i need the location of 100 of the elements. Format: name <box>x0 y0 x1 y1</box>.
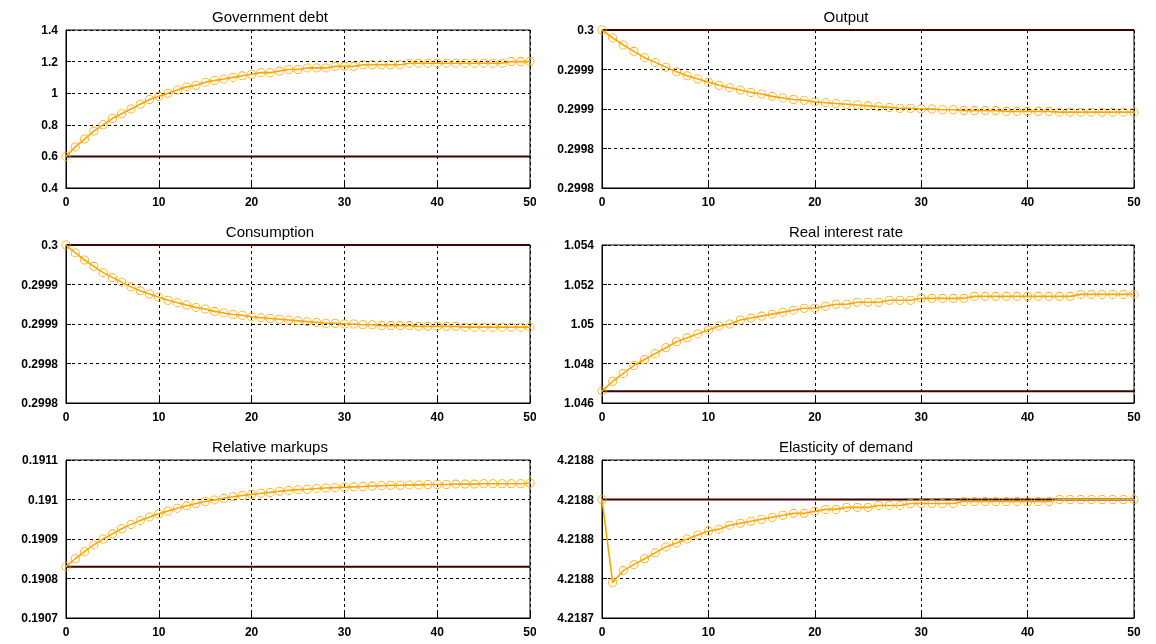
x-tick-label: 0 <box>598 625 606 639</box>
point <box>852 297 862 307</box>
x-tick-label: 20 <box>808 625 822 639</box>
point <box>107 272 117 282</box>
point <box>852 502 862 512</box>
point <box>339 482 349 492</box>
point <box>608 376 618 386</box>
point <box>874 297 884 307</box>
point <box>906 295 916 305</box>
y-tick-label: 1.048 <box>563 356 595 371</box>
point <box>441 321 451 331</box>
point <box>479 479 489 489</box>
y-tick-label: 4.2188 <box>557 571 595 586</box>
point <box>884 295 894 305</box>
point <box>432 321 442 331</box>
point <box>820 98 830 108</box>
y-tick-label: 4.2188 <box>557 453 595 467</box>
point <box>107 529 117 539</box>
point <box>1108 289 1118 299</box>
point <box>842 99 852 109</box>
point <box>927 498 937 508</box>
x-tick-label: 0 <box>62 625 70 639</box>
point <box>349 61 359 71</box>
point <box>842 299 852 309</box>
x-tick-label: 30 <box>914 410 929 424</box>
y-tick-label: 0.1908 <box>21 571 59 586</box>
point <box>441 479 451 489</box>
point <box>386 60 396 70</box>
point <box>969 496 979 506</box>
chart-title: Government debt <box>212 8 329 25</box>
point <box>671 538 681 548</box>
point <box>820 504 830 514</box>
y-tick-label: 0.2999 <box>21 277 59 292</box>
y-tick-label: 1.054 <box>563 238 595 252</box>
point <box>479 322 489 332</box>
x-tick-label: 30 <box>337 195 352 209</box>
chart-title: Relative markups <box>212 438 328 455</box>
x-tick-label: 10 <box>152 195 166 209</box>
x-tick-label: 30 <box>337 625 352 639</box>
y-tick-label: 4.2187 <box>557 611 595 625</box>
y-tick-label: 0.2998 <box>557 181 595 195</box>
point <box>640 554 650 564</box>
y-tick-label: 0.4 <box>41 181 59 195</box>
y-tick-label: 4.2188 <box>557 532 595 546</box>
y-tick-label: 0.1911 <box>21 453 59 467</box>
point <box>414 480 424 490</box>
point <box>135 515 145 525</box>
point <box>377 321 387 331</box>
point <box>284 485 294 495</box>
chart-title: Real interest rate <box>788 223 904 240</box>
y-tick-label: 1.052 <box>563 277 595 292</box>
point <box>237 491 247 501</box>
point <box>703 77 713 87</box>
point <box>1001 106 1011 116</box>
point <box>386 480 396 490</box>
point <box>725 520 735 530</box>
x-tick-label: 20 <box>808 410 822 424</box>
point <box>1118 107 1128 117</box>
x-tick-label: 0 <box>62 410 70 424</box>
x-tick-label: 10 <box>701 625 716 639</box>
point <box>107 113 117 123</box>
point <box>608 33 618 43</box>
point <box>1086 495 1096 504</box>
point <box>247 69 257 79</box>
x-tick-label: 40 <box>430 410 445 424</box>
point <box>209 76 219 86</box>
point <box>1055 291 1065 301</box>
x-tick-label: 50 <box>1127 625 1141 639</box>
point <box>154 91 164 101</box>
y-tick-label: 0.8 <box>41 117 59 132</box>
x-tick-label: 40 <box>1020 625 1035 639</box>
y-tick-label: 0.2998 <box>557 141 595 156</box>
point <box>404 321 414 331</box>
point <box>618 566 628 576</box>
point <box>182 82 192 92</box>
chart-title: Output <box>823 8 870 25</box>
y-tick-label: 0.2998 <box>21 356 59 371</box>
x-tick-label: 20 <box>808 195 822 209</box>
point <box>265 68 275 78</box>
point <box>1118 289 1128 299</box>
point <box>516 57 526 67</box>
point <box>1023 496 1033 506</box>
y-tick-label: 0.1909 <box>21 532 59 546</box>
point <box>959 496 969 506</box>
point <box>884 102 894 112</box>
point <box>991 106 1001 116</box>
chart-title: Elasticity of demand <box>778 438 914 455</box>
y-tick-label: 1 <box>51 86 59 101</box>
x-tick-label: 50 <box>523 410 537 424</box>
y-tick-label: 1.4 <box>41 23 59 37</box>
point <box>650 349 660 359</box>
point <box>367 60 377 70</box>
point <box>1076 289 1086 299</box>
point <box>219 493 229 503</box>
point <box>810 506 820 516</box>
point <box>451 321 461 331</box>
point <box>789 508 799 518</box>
point <box>117 109 127 119</box>
x-tick-label: 40 <box>1020 410 1035 424</box>
point <box>1076 495 1086 504</box>
